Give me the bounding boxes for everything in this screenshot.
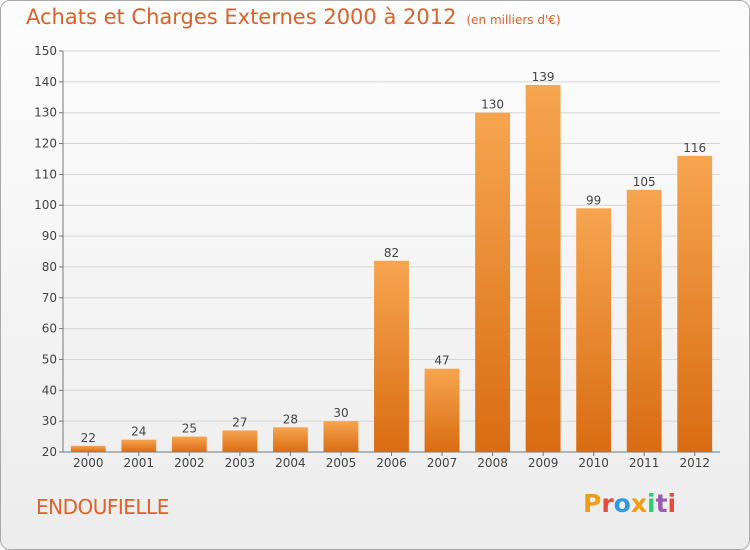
x-tick-label: 2003 (225, 456, 256, 470)
bar-2012 (677, 155, 713, 452)
value-label: 99 (586, 193, 601, 207)
value-label: 24 (131, 425, 146, 439)
y-tick-label: 120 (34, 137, 57, 151)
logo-letter: i (667, 489, 677, 518)
x-tick-label: 2012 (679, 456, 710, 470)
bar-2004 (272, 427, 308, 452)
value-label: 82 (384, 246, 399, 260)
bar-2000 (70, 445, 106, 452)
logo-letter: i (647, 489, 656, 518)
value-label: 47 (434, 354, 449, 368)
value-label: 139 (532, 70, 555, 84)
x-tick-label: 2006 (376, 456, 407, 470)
chart-title: Achats et Charges Externes 2000 à 2012 (e… (26, 5, 561, 29)
value-label: 116 (683, 141, 706, 155)
x-tick-label: 2002 (174, 456, 205, 470)
logo-letter: t (655, 489, 668, 518)
x-tick-label: 2000 (73, 456, 104, 470)
bar-2010 (576, 208, 612, 452)
y-tick-label: 40 (42, 383, 57, 397)
y-tick-label: 50 (42, 352, 57, 366)
bar-2003 (222, 430, 258, 452)
logo-letter: x (630, 489, 647, 518)
title-main: Achats et Charges Externes 2000 à 2012 (26, 5, 457, 29)
bar-2011 (626, 189, 662, 453)
value-label: 28 (283, 412, 298, 426)
value-label: 22 (81, 431, 96, 445)
x-tick-label: 2007 (427, 456, 458, 470)
y-tick-label: 20 (42, 445, 57, 459)
bar-2009 (525, 84, 561, 452)
bar-2006 (374, 260, 409, 452)
x-tick-label: 2009 (528, 456, 559, 470)
label-layer: 2000 22 2001 24 2002 25 2003 27 2004 28 2005 30 2006… (73, 70, 710, 470)
logo-letter: o (613, 489, 631, 518)
y-tick-label: 30 (42, 414, 57, 428)
y-tick-label: 70 (42, 291, 57, 305)
x-tick-label: 2004 (275, 456, 306, 470)
value-label: 30 (333, 406, 348, 420)
value-label: 25 (182, 422, 197, 436)
y-tick-label: 80 (42, 260, 57, 274)
x-tick-label: 2008 (477, 456, 508, 470)
value-label: 130 (481, 98, 504, 112)
x-tick-label: 2001 (124, 456, 155, 470)
bar-2001 (121, 439, 157, 452)
y-tick-label: 90 (42, 229, 57, 243)
logo-letter: r (601, 489, 614, 518)
bar-2005 (323, 421, 359, 452)
y-tick-label: 140 (34, 75, 57, 89)
title-unit: (en milliers d'€) (466, 13, 561, 27)
x-tick-label: 2011 (629, 456, 660, 470)
bar-2007 (424, 368, 460, 452)
bar-2002 (171, 436, 207, 452)
y-tick-label: 110 (34, 167, 57, 181)
value-label: 27 (232, 415, 247, 429)
bar-layer (70, 84, 713, 453)
y-tick-label: 100 (34, 198, 57, 212)
value-label: 105 (633, 175, 656, 189)
x-tick-label: 2010 (578, 456, 609, 470)
bar-2008 (475, 112, 511, 452)
proxiti-logo: Proxiti (583, 489, 676, 518)
commune-name: ENDOUFIELLE (36, 495, 169, 519)
y-tick-label: 60 (42, 322, 57, 336)
logo-letter: P (583, 489, 602, 518)
y-tick-label: 150 (34, 44, 57, 58)
y-tick-label: 130 (34, 106, 57, 120)
x-tick-label: 2005 (326, 456, 357, 470)
